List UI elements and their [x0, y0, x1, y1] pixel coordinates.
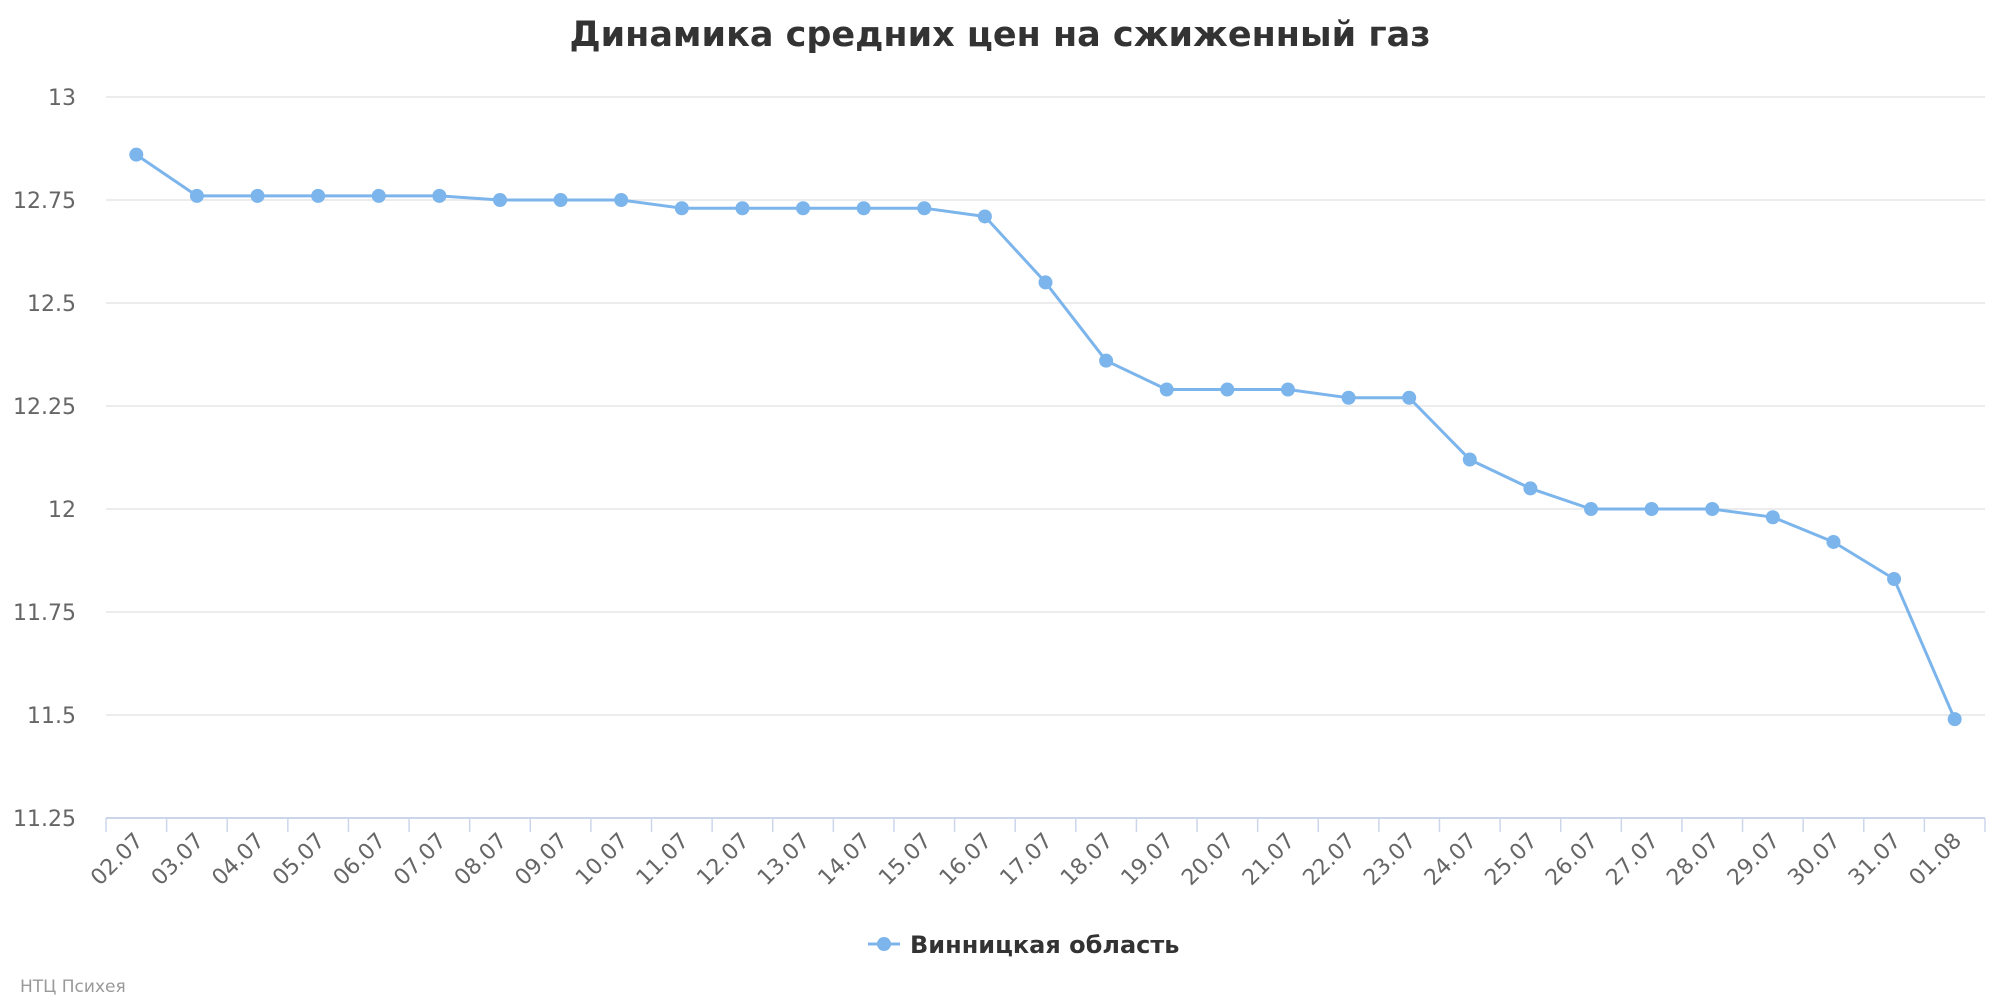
x-tick-label: 07.07	[389, 829, 451, 891]
legend[interactable]: Винницкая область	[868, 931, 1179, 959]
credit-text[interactable]: НТЦ Психея	[20, 977, 126, 997]
y-axis: 13 12.75 12.5 12.25 12 11.75 11.5 11.25	[13, 86, 76, 832]
data-point	[1765, 510, 1780, 525]
x-tick-label: 21.07	[1238, 829, 1300, 891]
data-point	[250, 188, 265, 203]
data-point	[856, 201, 871, 216]
data-point	[553, 193, 568, 207]
x-tick-label: 30.07	[1783, 829, 1845, 891]
x-tick-label: 01.08	[1905, 829, 1967, 891]
data-point	[917, 201, 932, 216]
data-point	[492, 193, 507, 207]
y-tick-label: 12.75	[13, 189, 76, 214]
chart-title: Динамика средних цен на сжиженный газ	[569, 15, 1430, 55]
y-tick-label: 11.5	[27, 704, 76, 729]
x-axis: 02.0703.0704.0705.0706.0707.0708.0709.07…	[86, 817, 1986, 891]
series-line	[134, 153, 1957, 721]
data-point	[1705, 502, 1720, 516]
x-tick-label: 02.07	[86, 829, 148, 891]
data-point	[1462, 452, 1477, 467]
data-point	[311, 188, 326, 203]
data-point	[371, 188, 386, 203]
x-tick-label: 05.07	[268, 829, 330, 891]
data-point	[1220, 382, 1235, 397]
data-point	[129, 147, 144, 162]
data-point	[1159, 382, 1174, 397]
x-tick-label: 19.07	[1117, 829, 1179, 891]
x-tick-label: 10.07	[571, 829, 633, 891]
x-tick-label: 04.07	[208, 829, 270, 891]
data-point	[614, 193, 629, 207]
x-tick-label: 16.07	[935, 829, 997, 891]
y-tick-label: 12.5	[27, 292, 76, 317]
data-point	[735, 201, 750, 216]
x-tick-label: 22.07	[1299, 829, 1361, 891]
data-point	[1523, 481, 1538, 496]
x-tick-label: 03.07	[147, 829, 209, 891]
x-tick-label: 27.07	[1602, 829, 1664, 891]
y-tick-label: 11.75	[13, 601, 76, 626]
data-point	[1826, 534, 1841, 549]
x-tick-label: 08.07	[450, 829, 512, 891]
x-tick-label: 23.07	[1359, 829, 1421, 891]
x-tick-label: 13.07	[753, 829, 815, 891]
x-tick-label: 31.07	[1844, 829, 1906, 891]
data-point	[977, 209, 992, 224]
x-tick-label: 26.07	[1541, 829, 1603, 891]
x-tick-label: 20.07	[1177, 829, 1239, 891]
x-tick-label: 25.07	[1480, 829, 1542, 891]
y-tick-label: 11.25	[13, 807, 76, 832]
data-point	[1887, 572, 1902, 587]
data-point	[674, 201, 689, 216]
data-point	[1644, 502, 1659, 516]
x-tick-label: 18.07	[1056, 829, 1118, 891]
x-tick-label: 09.07	[511, 829, 573, 891]
grid-lines	[106, 96, 1985, 716]
x-tick-label: 15.07	[874, 829, 936, 891]
x-tick-label: 29.07	[1723, 829, 1785, 891]
x-tick-label: 24.07	[1420, 829, 1482, 891]
x-tick-label: 28.07	[1662, 829, 1724, 891]
data-point	[1584, 502, 1599, 516]
x-tick-label: 14.07	[814, 829, 876, 891]
data-point	[1341, 390, 1356, 405]
data-point	[1038, 275, 1053, 290]
legend-label: Винницкая область	[910, 931, 1179, 959]
y-tick-label: 12.25	[13, 395, 76, 420]
y-tick-label: 12	[48, 498, 76, 523]
x-tick-label: 06.07	[329, 829, 391, 891]
legend-marker-icon	[877, 937, 891, 951]
data-point	[432, 188, 447, 203]
x-tick-label: 12.07	[692, 829, 754, 891]
data-point	[796, 201, 811, 216]
x-tick-label: 11.07	[632, 829, 694, 891]
data-point	[1947, 712, 1962, 727]
x-tick-label: 17.07	[996, 829, 1058, 891]
data-point	[1099, 353, 1114, 368]
data-point	[1280, 382, 1295, 397]
series-group	[129, 147, 1962, 727]
y-tick-label: 13	[48, 86, 76, 111]
data-point	[1402, 390, 1417, 405]
data-point	[189, 188, 204, 203]
